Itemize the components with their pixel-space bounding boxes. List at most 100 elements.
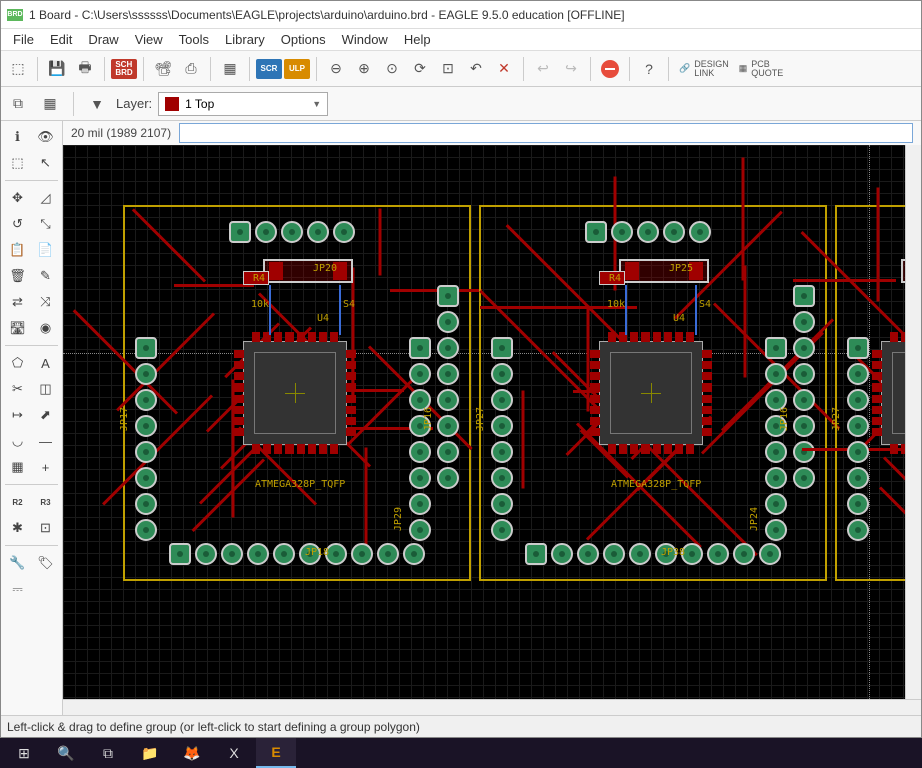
filter-icon[interactable]: ▼ <box>84 91 110 117</box>
task-view-icon[interactable]: ⧉ <box>88 738 128 768</box>
tool-btn-13[interactable]: ⤨ <box>33 290 59 314</box>
tool-btn-14[interactable]: 🛣 <box>5 316 31 340</box>
board-outline: JP27JP16JP38JP25JP2410kR4S4U4ATMEGA328P_… <box>479 205 827 581</box>
silk-label: JP17 <box>119 407 130 431</box>
tool-btn-11[interactable]: ✎ <box>33 264 59 288</box>
menu-tools[interactable]: Tools <box>171 32 217 47</box>
tool-btn-26[interactable]: R2 <box>5 490 31 514</box>
pcb-quote-button[interactable]: ▦PCB QUOTE <box>735 60 788 78</box>
tool-btn-10[interactable]: 🗑 <box>5 264 31 288</box>
sch-brd-button[interactable]: SCH BRD <box>111 59 137 79</box>
toolbar-main: ⬚ 💾 🖶 SCH BRD 📽 ⎙ ▦ SCR ULP ⊖ ⊕ ⊙ ⟳ ⊡ ↶ … <box>1 51 921 87</box>
tool-btn-32[interactable]: ⎓ <box>5 577 31 601</box>
layers-icon[interactable]: ⧉ <box>5 91 31 117</box>
tool-btn-20[interactable]: ↦ <box>5 403 31 427</box>
silk-label: JP27 <box>831 407 842 431</box>
app-window: BRD 1 Board - C:\Users\ssssss\Documents\… <box>0 0 922 738</box>
silk-label: JP20 <box>313 263 337 274</box>
tool-btn-24[interactable]: ▦ <box>5 455 31 479</box>
zoom-in-icon[interactable]: ⊕ <box>351 56 377 82</box>
board-outline: JP17JP16JP18JP20JP2910kR4S4U4ATMEGA328P_… <box>123 205 471 581</box>
open-icon[interactable]: ⬚ <box>5 56 31 82</box>
grid-icon[interactable]: ▦ <box>37 91 63 117</box>
tool-btn-25[interactable]: + <box>33 455 59 479</box>
tool-btn-1[interactable]: 👁 <box>33 125 59 149</box>
tool-btn-15[interactable]: ◉ <box>33 316 59 340</box>
zoom-out-icon[interactable]: ⊖ <box>323 56 349 82</box>
xserver-icon[interactable]: X <box>214 738 254 768</box>
zoom-fit-icon[interactable]: ⊙ <box>379 56 405 82</box>
cancel-icon[interactable]: ✕ <box>491 56 517 82</box>
silk-label: ATMEGA328P_TQFP <box>611 479 701 490</box>
tool-btn-8[interactable]: 📋 <box>5 238 31 262</box>
tool-btn-18[interactable]: ✂ <box>5 377 31 401</box>
menu-view[interactable]: View <box>127 32 171 47</box>
menu-edit[interactable]: Edit <box>42 32 80 47</box>
tool-btn-27[interactable]: R3 <box>33 490 59 514</box>
search-icon[interactable]: 🔍 <box>46 738 86 768</box>
tool-btn-23[interactable]: — <box>33 429 59 453</box>
silk-label: JP27 <box>475 407 486 431</box>
firefox-icon[interactable]: 🦊 <box>172 738 212 768</box>
cam-icon[interactable]: 📽 <box>150 56 176 82</box>
eagle-task-icon[interactable]: E <box>256 738 296 768</box>
tool-btn-2[interactable]: ⬚ <box>5 151 31 175</box>
save-icon[interactable]: 💾 <box>44 56 70 82</box>
menu-library[interactable]: Library <box>217 32 273 47</box>
ulp-button[interactable]: ULP <box>284 59 310 79</box>
undo-zoom-icon[interactable]: ↶ <box>463 56 489 82</box>
tool-btn-16[interactable]: ⬠ <box>5 351 31 375</box>
board-canvas[interactable]: JP17JP16JP18JP20JP2910kR4S4U4ATMEGA328P_… <box>63 145 905 699</box>
help-icon[interactable]: ? <box>636 56 662 82</box>
scrollbar-vertical[interactable] <box>905 145 921 699</box>
titlebar: BRD 1 Board - C:\Users\ssssss\Documents\… <box>1 1 921 29</box>
silk-label: JP29 <box>393 507 404 531</box>
tool-btn-19[interactable]: ◫ <box>33 377 59 401</box>
start-button[interactable]: ⊞ <box>4 738 44 768</box>
menu-help[interactable]: Help <box>396 32 439 47</box>
tool-btn-33[interactable] <box>33 577 59 601</box>
tool-btn-4[interactable]: ✥ <box>5 186 31 210</box>
menu-options[interactable]: Options <box>273 32 334 47</box>
tool-btn-7[interactable]: ⤡ <box>33 212 59 236</box>
layer-select[interactable]: 1 Top ▼ <box>158 92 328 116</box>
undo-icon[interactable]: ↩ <box>530 56 556 82</box>
app-icon: BRD <box>7 9 23 21</box>
tool-btn-17[interactable]: A <box>33 351 59 375</box>
tool-btn-3[interactable]: ↖ <box>33 151 59 175</box>
silk-label: S4 <box>699 299 711 310</box>
tool-btn-22[interactable]: ◡ <box>5 429 31 453</box>
scr-button[interactable]: SCR <box>256 59 282 79</box>
print-icon[interactable]: 🖶 <box>72 56 98 82</box>
library-icon[interactable]: ▦ <box>217 56 243 82</box>
tool-btn-30[interactable]: 🔧 <box>5 551 31 575</box>
tool-btn-31[interactable]: 🏷 <box>33 551 59 575</box>
tool-btn-34[interactable] <box>19 603 45 627</box>
zoom-redraw-icon[interactable]: ⟳ <box>407 56 433 82</box>
silk-label: JP25 <box>669 263 693 274</box>
command-input[interactable] <box>179 123 913 143</box>
silk-label: JP18 <box>305 547 329 558</box>
stop-button[interactable] <box>597 56 623 82</box>
silk-label: ATMEGA328P_TQFP <box>255 479 345 490</box>
redo-icon[interactable]: ↪ <box>558 56 584 82</box>
tool-btn-28[interactable]: ✱ <box>5 516 31 540</box>
explorer-icon[interactable]: 📁 <box>130 738 170 768</box>
tool-btn-0[interactable]: ℹ <box>5 125 31 149</box>
tool-btn-29[interactable]: ⊡ <box>33 516 59 540</box>
tool-btn-21[interactable]: ⬈ <box>33 403 59 427</box>
menu-window[interactable]: Window <box>334 32 396 47</box>
design-link-button[interactable]: 🔗DESIGN LINK <box>675 60 733 78</box>
tool-btn-9[interactable]: 📄 <box>33 238 59 262</box>
menu-file[interactable]: File <box>5 32 42 47</box>
scrollbar-horizontal[interactable] <box>63 699 921 715</box>
tool-btn-12[interactable]: ⇄ <box>5 290 31 314</box>
zoom-select-icon[interactable]: ⊡ <box>435 56 461 82</box>
coord-bar: 20 mil (1989 2107) <box>63 121 921 145</box>
layer-label: Layer: <box>116 96 152 111</box>
tool-btn-6[interactable]: ↺ <box>5 212 31 236</box>
status-text: Left-click & drag to define group (or le… <box>7 720 420 734</box>
menu-draw[interactable]: Draw <box>80 32 126 47</box>
manufacture-icon[interactable]: ⎙ <box>178 56 204 82</box>
tool-btn-5[interactable]: ◿ <box>33 186 59 210</box>
